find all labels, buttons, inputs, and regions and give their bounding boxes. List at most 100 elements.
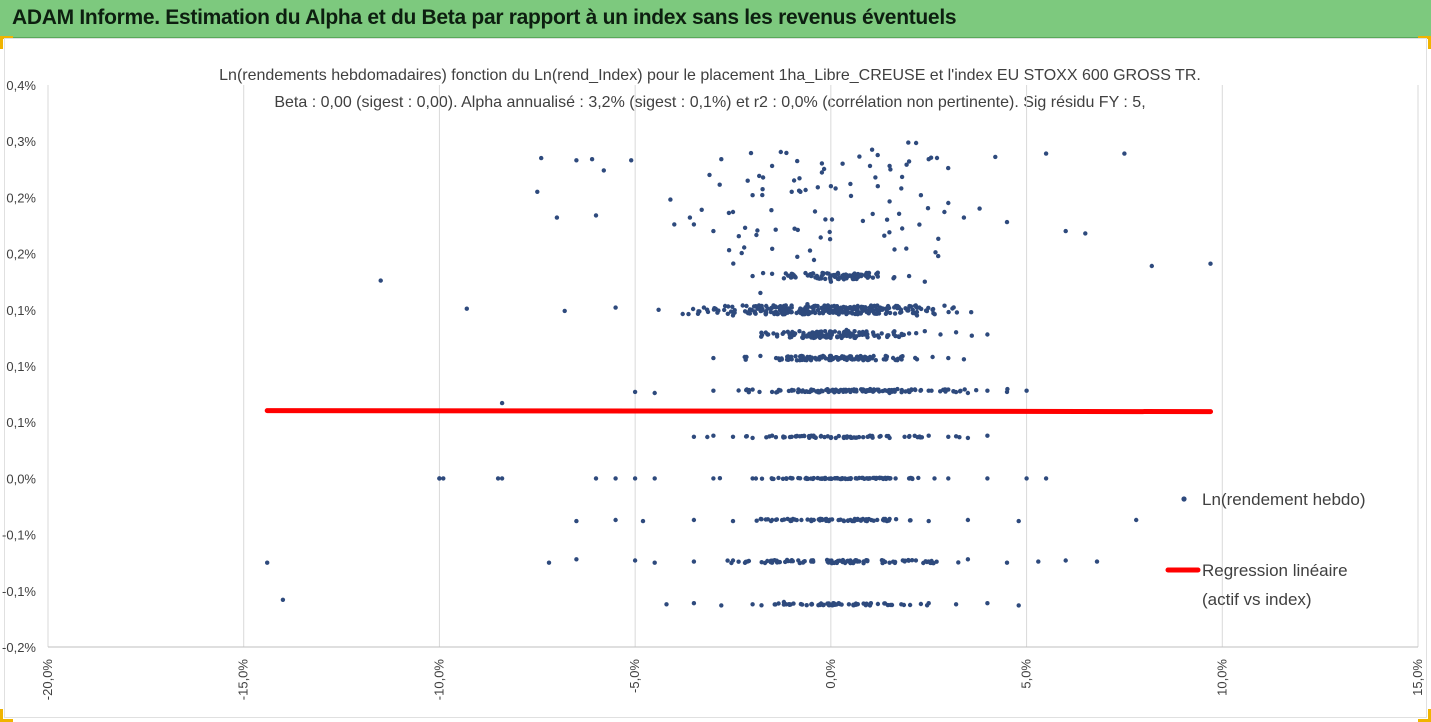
data-point (811, 306, 816, 311)
data-point (957, 389, 963, 394)
data-point (819, 170, 825, 175)
data-point (835, 276, 840, 281)
data-point (833, 476, 838, 481)
data-point (907, 476, 912, 481)
data-point (905, 307, 910, 312)
data-point (802, 559, 807, 564)
data-point (760, 270, 766, 276)
data-point (795, 389, 801, 395)
data-point (801, 433, 807, 438)
data-point (825, 434, 830, 439)
data-point (985, 601, 990, 606)
data-point (839, 354, 845, 359)
data-point (832, 329, 838, 334)
data-point (953, 602, 959, 607)
data-point (748, 150, 754, 156)
data-point (664, 602, 669, 607)
data-point (759, 476, 765, 481)
data-point (765, 332, 770, 337)
data-point (769, 163, 775, 169)
data-point (926, 433, 931, 438)
data-point (887, 199, 892, 204)
data-point (441, 476, 446, 481)
data-point (781, 276, 787, 281)
data-point (913, 355, 918, 361)
data-point (773, 227, 778, 232)
y-tick-label: 0,0% (6, 471, 36, 486)
data-point (823, 475, 828, 481)
x-tick-label: 15,0% (1410, 659, 1425, 696)
x-tick-label: -15,0% (236, 659, 251, 701)
legend-label-regression-line2: (actif vs index) (1202, 590, 1312, 609)
data-point (822, 434, 827, 440)
data-point (923, 559, 928, 564)
data-point (831, 272, 836, 278)
data-point (789, 305, 794, 310)
data-point (882, 601, 887, 606)
data-point (1005, 386, 1010, 392)
axes: -20,0% -15,0% -10,0% -5,0% 0,0% 5,0% 10,0% 15,0… (2, 78, 1425, 700)
data-point (863, 355, 868, 360)
data-point (836, 433, 841, 439)
data-point (652, 560, 657, 565)
data-point (821, 166, 827, 172)
data-point (744, 434, 749, 439)
data-point (1063, 558, 1068, 563)
data-point (730, 304, 735, 309)
data-point (870, 435, 875, 440)
data-point (899, 186, 904, 191)
data-point (705, 309, 711, 315)
data-point (934, 155, 940, 161)
data-point (910, 310, 916, 316)
y-tick-label: 0,1% (6, 359, 36, 374)
data-point (835, 334, 840, 339)
data-point (928, 155, 934, 160)
y-tick-label: 0,4% (6, 78, 36, 93)
data-point (1016, 603, 1021, 608)
data-point (815, 307, 821, 313)
data-point (882, 233, 887, 238)
data-point (944, 387, 949, 392)
y-tick-label: -0,1% (2, 584, 36, 599)
data-point (977, 206, 982, 211)
report-title: ADAM Informe. Estimation du Alpha et du … (12, 6, 957, 29)
data-point (811, 475, 816, 481)
data-point (860, 332, 865, 337)
data-point (784, 476, 789, 481)
data-point (742, 309, 748, 314)
data-point (812, 310, 818, 316)
data-point (807, 273, 812, 278)
data-point (881, 476, 886, 482)
data-point (961, 357, 967, 362)
data-point (822, 308, 828, 313)
data-point (787, 335, 793, 340)
data-point (757, 173, 762, 179)
data-point (759, 560, 764, 565)
chart-area (4, 38, 1427, 718)
data-point (917, 434, 922, 439)
data-point (805, 517, 810, 522)
data-point (887, 310, 893, 316)
data-point (810, 271, 815, 276)
data-point (819, 334, 825, 339)
data-point (745, 559, 750, 564)
data-point (765, 558, 770, 564)
data-point (742, 225, 748, 230)
data-point (884, 433, 889, 439)
data-point (871, 310, 876, 315)
data-point (799, 357, 805, 363)
data-point (946, 200, 951, 206)
data-point (906, 331, 912, 336)
data-point (917, 222, 922, 227)
data-point (818, 601, 824, 606)
data-point (830, 387, 835, 392)
data-point (930, 354, 935, 360)
data-point (942, 209, 947, 215)
data-point (854, 355, 860, 361)
data-point (750, 476, 755, 481)
data-point (900, 332, 905, 338)
data-point (797, 476, 803, 481)
data-point (691, 601, 697, 606)
data-point (857, 154, 862, 159)
data-point (773, 435, 779, 440)
